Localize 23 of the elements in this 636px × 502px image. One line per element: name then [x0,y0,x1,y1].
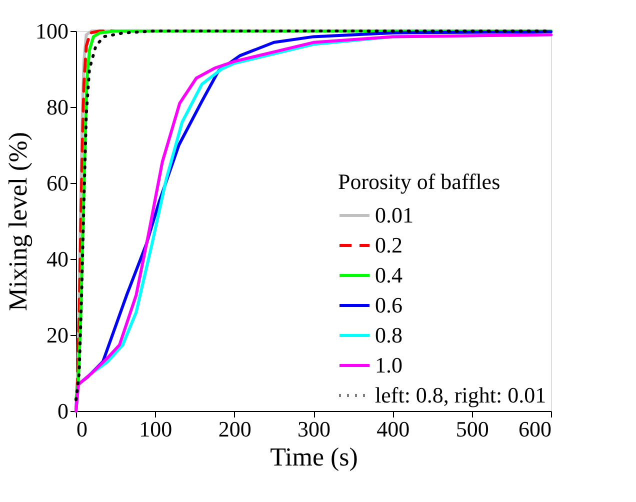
y-tick-label: 100 [36,18,68,44]
legend-label: 0.4 [375,262,402,288]
legend-label: 0.01 [375,202,414,228]
x-tick-label: 400 [376,416,410,442]
legend-title: Porosity of baffles [338,169,500,194]
legend-label: left: 0.8, right: 0.01 [375,382,546,408]
y-tick-label: 20 [46,322,68,348]
y-tick-label: 60 [46,170,68,196]
x-tick-label: 200 [218,416,252,442]
legend-label: 0.2 [375,232,402,258]
legend-label: 0.8 [375,322,402,348]
legend-label: 1.0 [375,352,402,378]
y-tick-label: 80 [46,94,68,120]
y-axis-title: Mixing level (%) [4,132,32,312]
x-tick-label: 300 [298,416,330,442]
x-tick-label: 0 [76,416,88,442]
x-tick-label: 100 [139,416,172,442]
y-tick-label: 40 [46,246,68,272]
x-tick-label: 600 [518,416,552,442]
legend-label: 0.6 [375,292,402,318]
y-tick-label: 0 [58,398,68,424]
x-tick-label: 500 [456,416,489,442]
x-axis-title: Time (s) [270,442,358,472]
